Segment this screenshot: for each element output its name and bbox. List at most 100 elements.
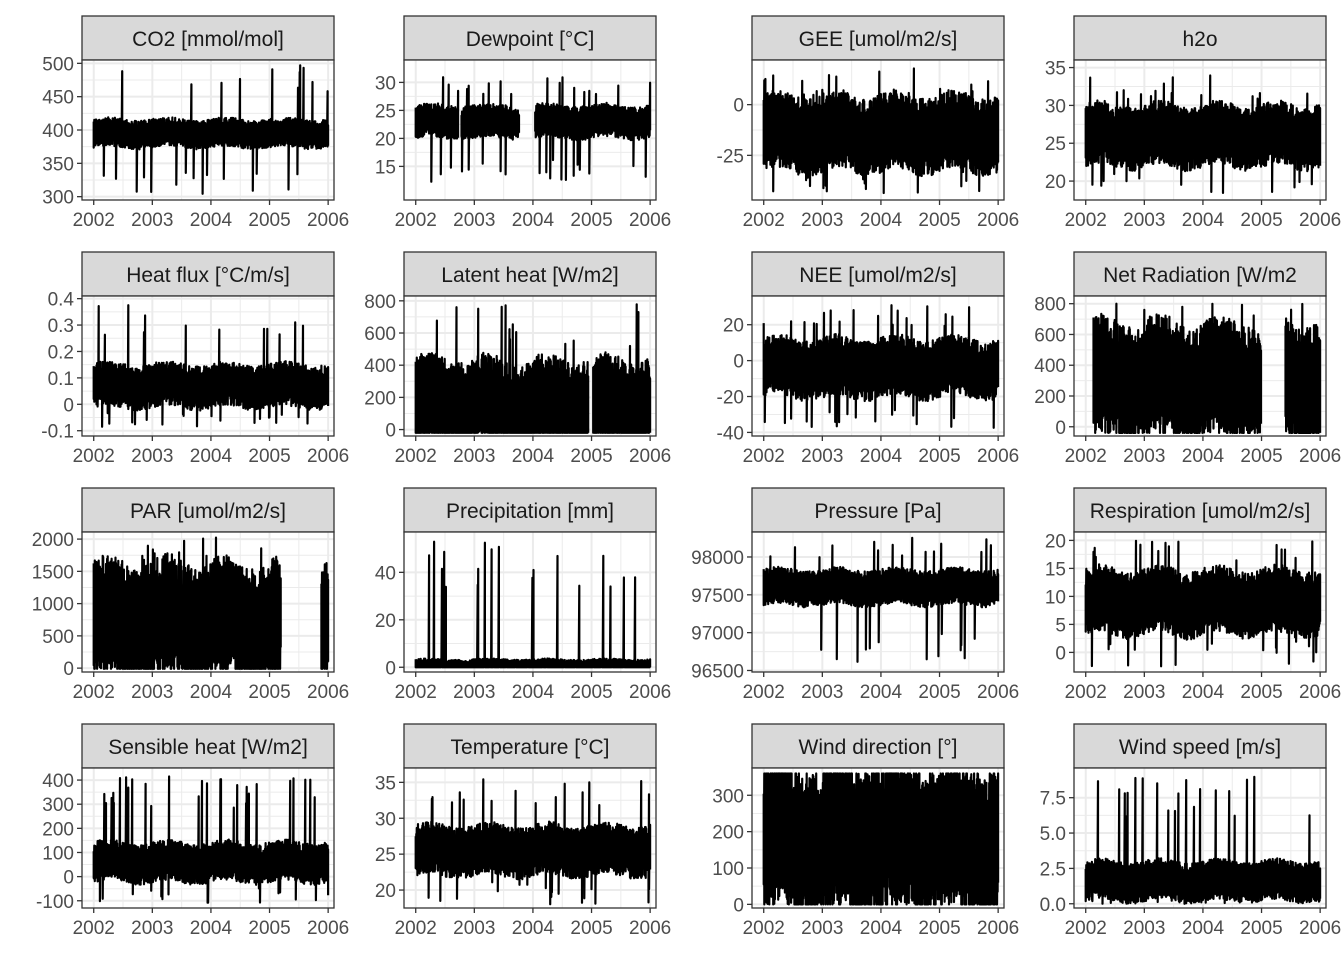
panel-border [751,59,1005,201]
facet-title: Latent heat [W/m2] [441,264,618,287]
facet-panel: Pressure [Pa] 2002 2003 2004 2005 2006 96500 97… [691,487,1019,703]
x-tick-label: 2003 [131,210,173,231]
y-tick-label: 600 [364,324,396,345]
facet-strip [81,15,335,61]
facet-strip [403,487,657,533]
y-tick-label: 0.0 [1040,895,1066,916]
y-tick-label: 5.0 [1040,824,1066,845]
x-tick-label: 2004 [860,210,903,231]
y-tick-label: 20 [375,611,396,632]
facet-title: h2o [1182,28,1217,51]
y-tick-label: 20 [1045,172,1066,193]
facet-panel: Wind speed [m/s] 2002 2003 2004 2005 2006 0.0 2… [1040,723,1341,939]
x-tick-label: 2002 [73,210,115,231]
x-tick-label: 2003 [131,446,173,467]
facet-strip [751,15,1005,61]
y-tick-label: 0 [385,658,396,679]
y-tick-label: 100 [42,843,74,864]
panel-border [751,767,1005,909]
y-tick-label: 5 [1055,615,1066,636]
y-tick-label: 400 [364,356,396,377]
x-tick-label: 2005 [248,446,290,467]
x-tick-label: 2002 [1065,682,1107,703]
facet-title: Wind direction [°] [799,736,958,759]
facet-title: CO2 [mmol/mol] [132,28,284,51]
facet-panel: Precipitation [mm] 2002 2003 2004 2005 2006 0 2… [375,487,671,703]
x-tick-label: 2005 [1240,682,1282,703]
y-tick-label: 30 [375,809,396,830]
x-tick-label: 2002 [743,210,785,231]
facet-title: Precipitation [mm] [446,500,614,523]
x-tick-label: 2006 [1299,210,1341,231]
y-tick-label: 15 [1045,559,1066,580]
y-tick-label: 0 [733,352,744,373]
y-tick-label: 20 [1045,531,1066,552]
x-tick-label: 2002 [73,682,115,703]
y-tick-label: 300 [42,795,74,816]
y-tick-label: -0.1 [41,422,74,443]
x-tick-label: 2004 [1182,446,1225,467]
y-tick-label: 200 [712,823,744,844]
x-tick-label: 2006 [629,682,671,703]
x-tick-label: 2005 [570,918,612,939]
y-tick-label: 350 [42,154,74,175]
series-line [414,76,652,183]
x-tick-label: 2002 [395,682,437,703]
y-tick-label: 400 [1034,356,1066,377]
x-tick-label: 2005 [1240,918,1282,939]
x-tick-label: 2006 [307,210,349,231]
y-tick-label: -100 [36,892,74,913]
facet-title: Heat flux [°C/m/s] [126,264,290,287]
y-tick-label: 400 [42,771,74,792]
y-tick-label: 450 [42,88,74,109]
facet-panel: PAR [umol/m2/s] 2002 2003 2004 2005 2006 0 500 1… [32,487,349,703]
x-tick-label: 2006 [629,918,671,939]
series-line [762,67,1000,195]
facet-strip [403,15,657,61]
facet-panel: Temperature [°C] 2002 2003 2004 2005 2006 20 25… [375,723,671,939]
y-tick-label: 0.2 [48,342,74,363]
series-line [92,64,330,195]
y-tick-label: 1000 [32,595,74,616]
y-tick-label: 97500 [691,586,744,607]
series-line [92,304,330,428]
y-tick-label: 98000 [691,548,744,569]
panel-border [403,531,657,673]
y-tick-label: 0 [1055,418,1066,439]
x-tick-label: 2006 [1299,918,1341,939]
series-line [414,540,652,669]
x-tick-label: 2005 [248,210,290,231]
y-tick-label: 15 [375,157,396,178]
facet-title: Net Radiation [W/m2 [1103,264,1297,287]
x-tick-label: 2004 [860,446,903,467]
facet-strip [751,251,1005,297]
x-tick-label: 2006 [307,682,349,703]
facet-panel: h2o 2002 2003 2004 2005 2006 20 25 30 35 [1045,15,1341,231]
facet-strip [81,487,335,533]
y-tick-label: 0.1 [48,369,74,390]
panel-border [1073,59,1327,201]
y-tick-label: 97000 [691,624,744,645]
x-tick-label: 2006 [977,682,1019,703]
series-line [762,772,1000,906]
y-tick-label: 0 [733,895,744,916]
facet-strip [403,251,657,297]
series-line [414,303,652,434]
y-tick-label: 40 [375,563,396,584]
x-tick-label: 2003 [453,918,495,939]
facet-strip [403,723,657,769]
x-tick-label: 2005 [918,446,960,467]
facet-title: Temperature [°C] [451,736,610,759]
x-tick-label: 2005 [1240,210,1282,231]
y-tick-label: 200 [42,819,74,840]
x-tick-label: 2006 [307,918,349,939]
series-line [92,775,330,904]
x-tick-label: 2002 [743,682,785,703]
panel-border [751,531,1005,673]
series-line [1084,74,1322,194]
x-tick-label: 2002 [395,918,437,939]
x-tick-label: 2004 [1182,918,1225,939]
y-tick-label: 800 [1034,295,1066,316]
y-tick-label: 200 [1034,387,1066,408]
y-tick-label: 300 [712,786,744,807]
